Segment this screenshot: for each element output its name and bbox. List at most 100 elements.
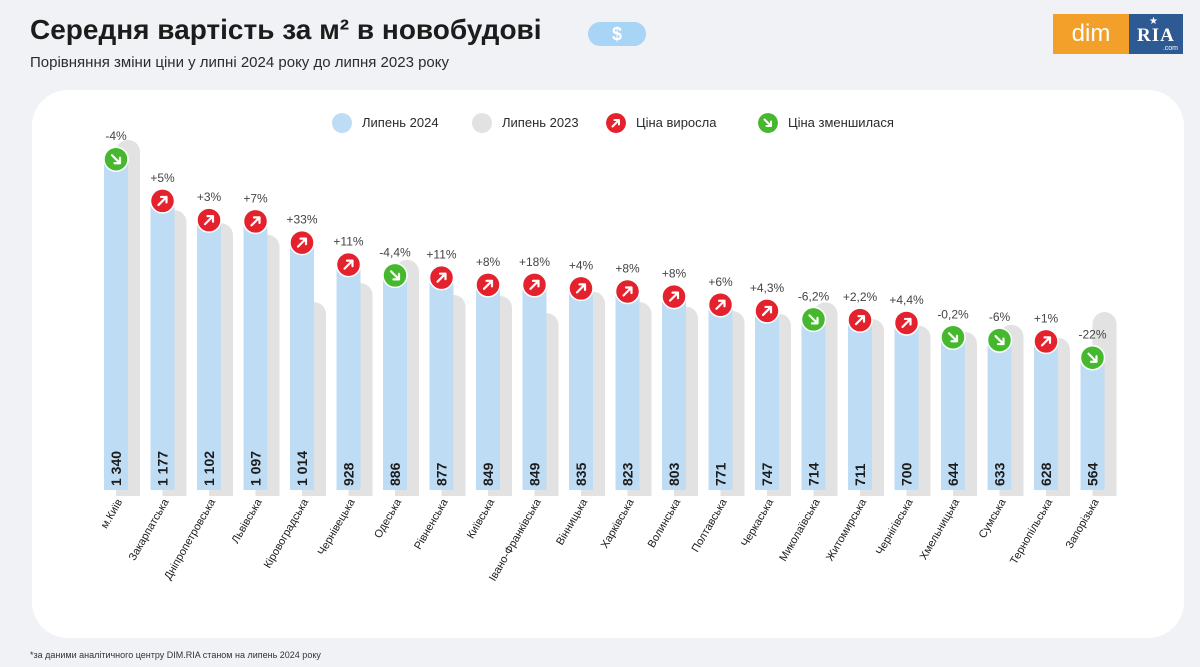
change-label: +11% — [333, 235, 363, 249]
bar-2024 — [1080, 345, 1105, 490]
logo-ria-sub: .com — [1162, 45, 1178, 52]
change-label: +8% — [615, 261, 640, 275]
category-label: Чернігівська — [874, 496, 916, 557]
change-label: +1% — [1034, 311, 1059, 325]
arrow-up-right-icon — [289, 229, 315, 256]
category-label: Кіровоградська — [262, 496, 312, 570]
arrow-up-right-icon — [521, 272, 548, 298]
bar-2024 — [987, 328, 1012, 490]
category-label: Хмельницька — [918, 496, 963, 562]
bar-2024 — [755, 298, 779, 490]
legend-label: Липень 2024 — [362, 115, 439, 130]
change-label: +4,4% — [889, 293, 924, 307]
logo-dim: dim — [1053, 14, 1129, 54]
star-icon: ★ — [1149, 16, 1158, 27]
arrow-up-right-icon — [754, 298, 780, 324]
arrow-down-right-icon — [103, 146, 129, 172]
change-label: +3% — [197, 190, 222, 204]
category-label: Одеська — [372, 496, 404, 540]
category-label: Харківська — [599, 496, 637, 550]
arrow-down-right-icon — [758, 113, 778, 133]
category-label: Миколаївська — [777, 496, 823, 563]
bar-value-label: 1 097 — [248, 451, 264, 486]
legend-label: Ціна виросла — [636, 115, 717, 130]
bar-2024 — [569, 276, 593, 490]
change-label: +5% — [150, 171, 175, 185]
category-label: Закарпатська — [127, 496, 172, 563]
bar-value-label: 886 — [387, 462, 403, 486]
change-label: +33% — [286, 213, 317, 227]
bar-2024 — [615, 279, 640, 490]
arrow-up-right-icon — [707, 292, 734, 318]
arrow-down-right-icon — [940, 324, 966, 351]
category-label: Полтавська — [690, 496, 731, 554]
category-label: Дніпропетровська — [162, 496, 218, 582]
arrow-up-right-icon — [661, 283, 687, 310]
change-label: -4,4% — [379, 245, 411, 259]
change-label: -6,2% — [798, 289, 830, 303]
bar-value-label: 747 — [759, 462, 775, 486]
bar-2024 — [708, 292, 733, 490]
change-label: -22% — [1078, 328, 1106, 342]
bar-2024 — [662, 284, 686, 490]
legend-label: Липень 2023 — [502, 115, 579, 130]
category-label: Запорізька — [1064, 496, 1103, 551]
category-label: Чернівецька — [316, 496, 358, 557]
arrow-up-right-icon — [428, 264, 455, 291]
arrow-up-right-icon — [606, 113, 626, 133]
arrow-up-right-icon — [614, 278, 641, 305]
bar-value-label: 1 014 — [294, 451, 310, 486]
arrow-up-right-icon — [335, 251, 362, 278]
bar-2024 — [801, 307, 826, 490]
bar-value-label: 714 — [806, 462, 822, 486]
change-label: -4% — [105, 129, 127, 143]
arrow-up-right-icon — [847, 307, 873, 333]
bar-value-label: 877 — [434, 462, 450, 486]
bar-2024 — [848, 308, 872, 490]
change-label: -0,2% — [937, 307, 969, 321]
arrow-up-right-icon — [893, 310, 920, 336]
arrow-up-right-icon — [242, 208, 269, 235]
dim-ria-logo: dim ★ RIA .com — [1053, 14, 1183, 54]
bar-2024 — [1034, 329, 1058, 490]
change-label: +18% — [519, 255, 550, 269]
arrow-down-right-icon — [800, 306, 827, 333]
logo-ria-text: RIA — [1137, 25, 1175, 46]
logo-ria: ★ RIA .com — [1129, 14, 1183, 54]
change-label: +7% — [243, 191, 268, 205]
bar-2024 — [197, 208, 221, 490]
bar-value-label: 564 — [1085, 462, 1101, 486]
bar-2024 — [104, 147, 128, 490]
category-label: м.Київ — [99, 497, 126, 531]
bar-value-label: 711 — [852, 463, 868, 486]
bar-value-label: 1 177 — [155, 451, 171, 486]
title-text: Середня вартість за м² в новобудові — [30, 14, 542, 45]
change-label: +6% — [708, 275, 733, 289]
change-label: -6% — [989, 310, 1011, 324]
bar-value-label: 700 — [899, 462, 915, 486]
change-label: +8% — [662, 267, 687, 281]
bar-value-label: 628 — [1038, 462, 1054, 486]
bar-2024 — [941, 325, 965, 490]
bar-value-label: 835 — [573, 462, 589, 486]
arrow-down-right-icon — [382, 262, 408, 289]
bar-2024 — [894, 310, 919, 490]
bar-value-label: 1 102 — [201, 451, 217, 486]
bar-2024 — [476, 272, 500, 490]
bar-value-label: 803 — [666, 462, 682, 486]
category-label: Житомирська — [824, 496, 870, 563]
bar-2024 — [150, 188, 175, 491]
bar-2024 — [383, 263, 407, 490]
bar-2024 — [290, 230, 314, 490]
bar-value-label: 849 — [480, 462, 496, 486]
arrow-down-right-icon — [1079, 344, 1106, 371]
category-label: Тернопільська — [1008, 496, 1056, 566]
arrow-up-right-icon — [1033, 328, 1059, 355]
category-label: Рівненська — [412, 496, 451, 552]
bar-value-label: 771 — [713, 462, 729, 486]
arrow-up-right-icon — [196, 207, 222, 233]
bar-value-label: 849 — [527, 462, 543, 486]
arrow-up-right-icon — [149, 188, 176, 214]
category-label: Волинська — [646, 496, 684, 550]
